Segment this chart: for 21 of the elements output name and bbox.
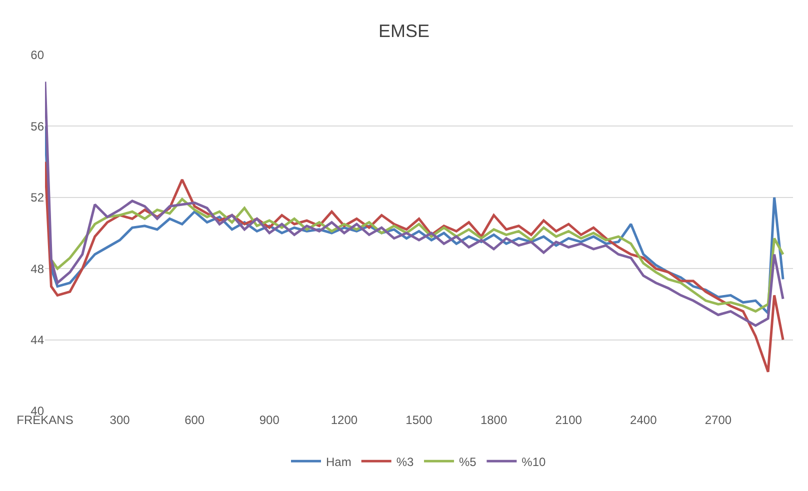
x-tick-label: 900 [259,413,280,427]
legend-label: %10 [522,454,546,469]
y-tick-label: 44 [30,333,44,347]
x-tick-label: 1200 [330,413,358,427]
x-tick-label: 600 [184,413,205,427]
x-tick-label: 300 [110,413,130,427]
y-tick-label: 56 [30,119,44,134]
line-series [50,198,784,313]
x-tick-label: 1800 [480,413,508,427]
x-tick-label: 2100 [555,413,582,427]
y-tick-label: 52 [30,190,44,205]
legend-label: Ham [326,454,352,469]
y-tick-label: 60 [30,48,44,62]
x-tick-label: 2700 [704,413,732,427]
legend-label: %5 [459,454,477,469]
chart-title: EMSE [378,21,430,42]
x-tick-label: 1500 [406,413,433,427]
legend-label: %3 [396,454,414,469]
y-tick-label: 48 [30,262,44,276]
line-series [45,80,784,327]
x-tick-label: 2400 [630,413,658,427]
